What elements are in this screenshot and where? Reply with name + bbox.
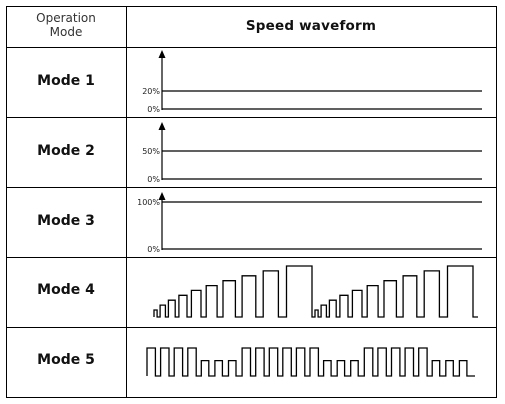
mode-2-zero-label: 0% [147,175,160,184]
mode-1-zero-label: 0% [147,105,160,114]
mode-1-label: Mode 1 [37,73,95,89]
mode-2-level-label: 50% [142,147,160,156]
mode-1-level-label: 20% [142,87,160,96]
mode-3-waveform: 100% 0% [137,192,482,254]
mode-1-arrow-icon [158,50,166,58]
header-operation-mode: Operation Mode [6,11,126,39]
mode-5-square-pulse-waveform [146,347,475,377]
header-speed-waveform: Speed waveform [245,18,377,34]
mode-2-arrow-icon [158,122,166,130]
mode-3-label: Mode 3 [37,213,95,229]
header-operation-line: Operation [36,11,96,25]
mode-2-waveform: 50% 0% [142,122,482,184]
header-mode-line: Mode [49,25,83,39]
mode-2-label: Mode 2 [37,143,95,159]
mode-5-label: Mode 5 [37,352,95,368]
mode-1-waveform: 20% 0% [142,50,482,114]
mode-3-arrow-icon [158,192,166,200]
mode-3-level-label: 100% [137,198,160,207]
mode-3-zero-label: 0% [147,245,160,254]
table-border [6,6,497,398]
mode-4-label: Mode 4 [37,282,95,298]
mode-4-staircase-pulse-waveform [153,265,478,318]
